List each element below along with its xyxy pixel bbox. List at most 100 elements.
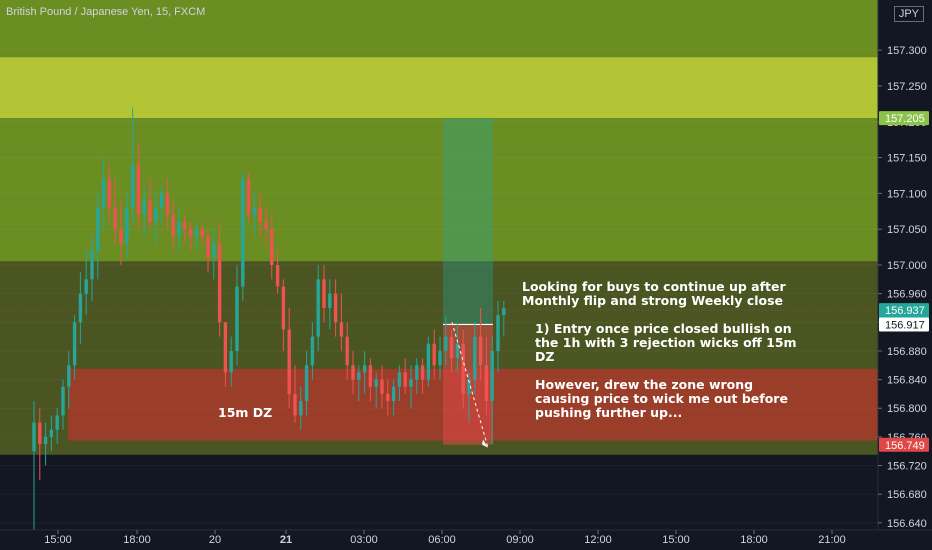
time-tick-label: 18:00: [740, 534, 768, 546]
candle-body: [368, 365, 373, 387]
candle-body: [380, 379, 384, 394]
candle-body: [183, 222, 187, 230]
candle-bullish: [229, 336, 233, 387]
price-badge-white: 156.917: [879, 317, 929, 332]
candle-body: [101, 179, 106, 208]
time-tick-label: 06:00: [428, 534, 456, 546]
candle-body: [328, 293, 332, 308]
candle-bearish: [281, 279, 286, 351]
note-line: pushing further up...: [522, 405, 683, 420]
candle-bullish: [310, 322, 315, 380]
candle-body: [49, 429, 54, 437]
candle-body: [275, 265, 280, 287]
candle-body: [200, 229, 204, 237]
candle-body: [125, 207, 129, 244]
candle-body: [293, 393, 297, 416]
price-tick-label: 157.050: [887, 224, 927, 236]
candle-body: [473, 336, 477, 380]
time-tick-label: 03:00: [350, 534, 378, 546]
candle-body: [333, 293, 338, 323]
candle-body: [212, 243, 216, 258]
candle-bullish: [32, 401, 36, 530]
candle-body: [246, 179, 251, 215]
candle-bearish: [264, 207, 268, 244]
candle-bullish: [154, 193, 158, 244]
candle-bearish: [171, 200, 175, 251]
time-tick-label: 21:00: [818, 534, 846, 546]
candle-bullish: [304, 350, 309, 416]
candle-bearish: [183, 214, 187, 244]
candle-bullish: [72, 315, 77, 380]
candle-body: [409, 379, 413, 387]
currency-badge[interactable]: JPY: [893, 6, 924, 22]
candle-bearish: [478, 307, 483, 380]
candle-bullish: [455, 322, 460, 373]
price-badge-red: 156.749: [879, 437, 929, 452]
candle-bearish: [345, 322, 349, 380]
candle-bullish: [84, 250, 88, 316]
candle-bearish: [107, 164, 112, 223]
candle-bearish: [484, 336, 489, 416]
wick-arrow-head: [482, 439, 488, 448]
candle-body: [258, 207, 262, 223]
candle-bullish: [473, 322, 477, 394]
candle-bullish: [43, 422, 48, 466]
price-badge-lime: 157.205: [879, 111, 929, 126]
candle-body: [84, 279, 88, 294]
candle-body: [449, 336, 454, 359]
candle-body: [154, 207, 158, 223]
note-line: DZ: [522, 349, 555, 364]
candle-bearish: [200, 222, 204, 244]
candle-bullish: [426, 336, 431, 387]
price-badge-label: 157.205: [885, 113, 925, 125]
candle-body: [461, 343, 465, 394]
candle-bullish: [397, 365, 402, 402]
candle-bearish: [38, 408, 42, 480]
candle-bullish: [212, 229, 216, 280]
trade-note: Looking for buys to continue up after Mo…: [522, 280, 872, 420]
candle-bullish: [299, 386, 303, 430]
candle-body: [386, 393, 390, 402]
candle-bullish: [159, 186, 164, 223]
candle-body: [188, 229, 193, 237]
candle-body: [206, 236, 210, 258]
candle-bullish: [194, 222, 199, 251]
price-badge-bg: [879, 111, 929, 126]
candle-body: [90, 250, 94, 280]
candle-bearish: [351, 350, 355, 394]
candle-body: [171, 214, 175, 237]
candle-body: [159, 193, 164, 208]
candle-body: [32, 422, 36, 452]
candle-body: [252, 207, 257, 215]
price-badge-label: 156.917: [885, 319, 925, 331]
candle-body: [432, 343, 436, 366]
time-tick-label: 09:00: [506, 534, 534, 546]
price-tick-label: 157.150: [887, 153, 927, 165]
candle-bearish: [420, 358, 425, 394]
time-axis-panel: [0, 530, 932, 550]
candle-body: [397, 372, 402, 387]
candle-body: [322, 279, 326, 308]
time-tick-label: 21: [280, 534, 292, 546]
candle-body: [351, 365, 355, 380]
candle-body: [391, 386, 396, 402]
candle-body: [229, 350, 233, 373]
candle-bearish: [113, 179, 117, 244]
note-spacer: [522, 364, 872, 378]
candle-bearish: [148, 179, 152, 230]
note-line: causing price to wick me out before: [522, 391, 788, 406]
candle-bullish: [328, 279, 332, 330]
candle-bullish: [90, 236, 94, 301]
price-tick-label: 156.720: [887, 461, 927, 473]
candle-body: [107, 179, 112, 208]
time-axis: 15:00 18:00 20 21 03:00 06:00 09:00 12:00 15:00 1…: [44, 530, 846, 546]
price-tick-label: 156.960: [887, 289, 927, 301]
price-tick-label: 156.680: [887, 489, 927, 501]
candle-bullish: [96, 193, 100, 280]
candle-bearish: [339, 293, 344, 351]
candle-body: [310, 336, 315, 366]
time-tick-label: 15:00: [662, 534, 690, 546]
candle-body: [281, 286, 286, 330]
candle-bullish: [502, 300, 506, 337]
